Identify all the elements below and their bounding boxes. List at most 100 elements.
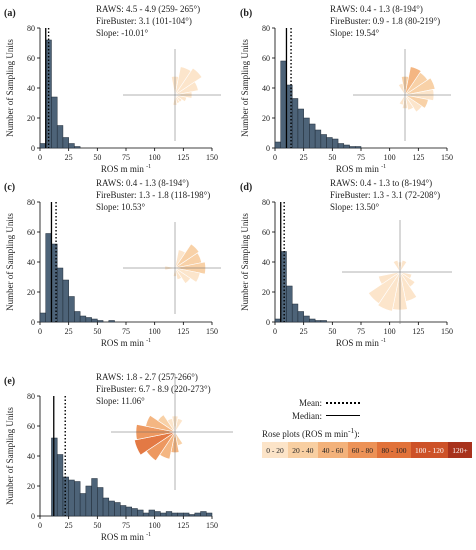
annotation-3: Slope: 19.54° [330, 28, 380, 38]
annotation-1: RAWS: 0.4 - 1.3 (8-194°) [96, 178, 189, 188]
y-tick-label: 20 [262, 114, 270, 123]
histogram-bar [56, 125, 64, 149]
annotation-2: FireBuster: 0.9 - 1.8 (80-219°) [330, 16, 440, 26]
rose-petal [174, 267, 183, 281]
histogram-bar [91, 318, 98, 323]
y-tick-label: 40 [262, 258, 270, 267]
x-tick-label: 100 [384, 153, 396, 162]
histogram-bar [131, 508, 138, 517]
y-tick-label: 60 [262, 228, 270, 237]
histogram-bar [51, 96, 58, 149]
y-axis-label: Number of Sampling Units [5, 213, 15, 311]
histogram-bar [274, 141, 281, 149]
x-tick-label: 0 [273, 153, 277, 162]
rose-petal [404, 66, 422, 96]
rose-plot [123, 222, 221, 314]
legend-rose-title: Rose plots (ROS m min-1): [262, 426, 360, 439]
histogram-bar [39, 312, 46, 323]
y-tick-label: 40 [27, 452, 35, 461]
y-tick-label: 80 [27, 24, 35, 33]
rose-petal [166, 418, 176, 433]
x-tick-label: 25 [65, 153, 73, 162]
x-tick-label: 50 [93, 327, 101, 336]
rose-petal [404, 94, 429, 109]
annotation-1: RAWS: 0.4 - 1.3 (8-194°) [330, 4, 423, 14]
x-tick-label: 150 [206, 521, 218, 530]
histogram-bar [102, 497, 110, 517]
rose-petal [392, 259, 401, 273]
x-tick-label: 50 [328, 327, 336, 336]
panel-3: (c) Number of Sampling Units 0 20 40 60 80 0 25 5… [4, 178, 221, 348]
histogram-bar [274, 318, 281, 323]
legend-class-swatch: 120+ [448, 442, 472, 458]
histogram-bar [177, 512, 184, 517]
y-tick-label: 20 [27, 482, 35, 491]
histogram-bar [320, 320, 327, 323]
y-tick-label: 0 [31, 318, 35, 327]
annotation-1: RAWS: 1.8 - 2.7 (257-266°) [96, 372, 198, 382]
histogram-bar [125, 506, 132, 517]
histogram-bar [79, 315, 87, 323]
legend-mean-line [326, 401, 360, 404]
histogram-bar [320, 134, 327, 149]
x-tick-label: 100 [149, 521, 161, 530]
histogram-bar [97, 320, 104, 323]
x-tick-label: 125 [177, 327, 189, 336]
x-tick-label: 100 [149, 153, 161, 162]
rose-petal [174, 67, 203, 96]
panel-2: (b) Number of Sampling Units 0 20 40 60 80 0 25 5… [240, 4, 453, 174]
y-tick-label: 60 [27, 422, 35, 431]
x-tick-label: 125 [412, 153, 424, 162]
histogram-bar [108, 320, 115, 323]
x-tick-label: 50 [328, 153, 336, 162]
histogram-bar [74, 311, 81, 323]
histogram-bar [68, 479, 75, 517]
x-tick-label: 150 [206, 327, 218, 336]
rose-plot [353, 49, 451, 141]
x-axis-label: ROS m min -1 [101, 532, 151, 542]
legend-mean: Mean: [262, 396, 472, 409]
histogram-bar [39, 143, 46, 149]
y-tick-label: 0 [31, 512, 35, 521]
annotation-3: Slope: 13.50° [330, 202, 380, 212]
legend-class-swatch: 80 - 100 [377, 442, 411, 458]
histogram-bar [62, 137, 69, 149]
y-tick-label: 40 [262, 84, 270, 93]
histogram-bar [297, 311, 304, 323]
histogram-bar [62, 476, 69, 517]
histogram-bar [314, 129, 322, 149]
histogram-bar [148, 509, 155, 517]
y-tick-label: 0 [266, 318, 270, 327]
x-tick-label: 25 [300, 153, 308, 162]
histogram-bar [165, 511, 173, 517]
legend-class-swatch: 40 - 60 [317, 442, 348, 458]
legend-classes: 0 - 20 20 - 40 40 - 60 60 - 80 80 - 100 100 -… [262, 442, 472, 458]
y-tick-label: 40 [27, 84, 35, 93]
y-axis-label: Number of Sampling Units [240, 213, 250, 311]
y-tick-label: 80 [27, 198, 35, 207]
x-axis-label: ROS m min -1 [101, 164, 151, 174]
histogram-bar [194, 512, 201, 517]
x-tick-label: 25 [300, 327, 308, 336]
histogram-bar [303, 117, 310, 149]
legend-median: Median: [262, 409, 472, 422]
histogram-bar [355, 146, 362, 149]
histogram-bar [183, 512, 190, 517]
histogram-bar [326, 137, 333, 149]
legend-median-label: Median: [292, 410, 322, 421]
histogram-bar [291, 303, 299, 323]
x-tick-label: 50 [93, 521, 101, 530]
panel-label: (a) [4, 8, 16, 19]
rose-petal [174, 418, 184, 433]
histogram-bar [337, 143, 345, 149]
legend: Mean: Median: Rose plots (ROS m min-1): … [262, 396, 472, 458]
histogram-bar [137, 509, 144, 517]
y-tick-label: 20 [27, 114, 35, 123]
histogram-bar [114, 502, 121, 517]
y-tick-label: 40 [27, 258, 35, 267]
x-tick-label: 0 [38, 521, 42, 530]
histogram-bar [142, 512, 150, 517]
annotation-2: FireBuster: 6.7 - 8.9 (220-273°) [96, 384, 211, 394]
x-tick-label: 75 [122, 153, 130, 162]
histogram-bar [120, 505, 127, 517]
